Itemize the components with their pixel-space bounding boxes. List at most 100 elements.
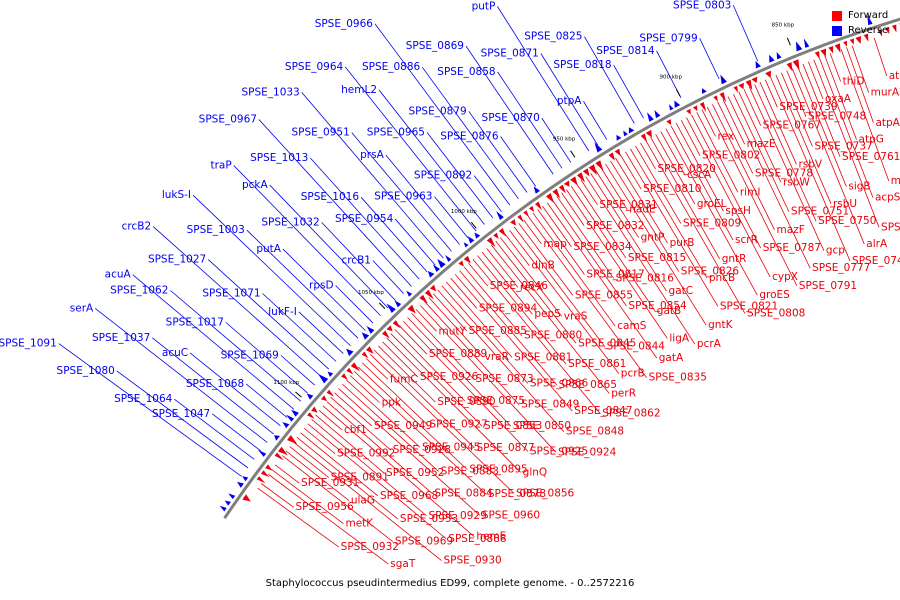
reverse-gene-label: SPSE_1071 (202, 287, 260, 299)
label-connector (318, 410, 343, 431)
reverse-gene-label: SPSE_0965 (367, 126, 425, 138)
forward-gene-label: SPSE_0834 (573, 241, 632, 253)
label-connector (132, 274, 295, 410)
reverse-gene-feature (654, 109, 661, 119)
reverse-gene-label: SPSE_0951 (292, 127, 350, 139)
reverse-gene-feature (668, 104, 674, 111)
forward-swatch (832, 10, 842, 21)
reverse-gene-feature (274, 435, 280, 441)
reverse-gene-label: SPSE_1037 (92, 332, 150, 344)
label-connector (561, 192, 585, 226)
label-connector (738, 91, 782, 183)
forward-gene-label: SPSE_0739 (779, 101, 837, 113)
reverse-gene-label: SPSE_0963 (374, 191, 432, 203)
reverse-gene-label: SPSE_0879 (408, 105, 466, 117)
forward-gene-label: acpS (875, 192, 900, 204)
label-connector (459, 270, 557, 386)
forward-gene-label: fumC (390, 373, 418, 385)
forward-gene-label: SPSE_0809 (683, 218, 741, 230)
forward-gene-label: SPSE_0884 (434, 488, 493, 500)
label-connector (523, 219, 542, 245)
forward-gene-label: gntR (722, 253, 747, 265)
forward-gene-label: mazE (747, 138, 776, 150)
backbone-arc (223, 17, 900, 520)
forward-gene-feature (407, 304, 416, 314)
label-connector (873, 37, 888, 77)
forward-gene-feature (493, 232, 499, 239)
label-connector (372, 260, 404, 294)
forward-gene-feature (614, 148, 621, 157)
forward-gene-label: SPSE_0848 (566, 426, 624, 438)
label-connector (541, 117, 572, 163)
forward-gene-label: SPSE_0816 (616, 272, 675, 284)
reverse-gene-label: SPSE_1068 (186, 378, 244, 390)
tick-label: 1050 kbp (358, 290, 384, 296)
reverse-gene-label: crcB2 (122, 221, 152, 233)
reverse-gene-label: SPSE_0870 (482, 112, 540, 124)
label-connector (846, 47, 874, 123)
forward-gene-label: vraR (485, 351, 509, 363)
label-connector (786, 70, 807, 117)
reverse-gene-label: SPSE_0876 (440, 131, 499, 143)
forward-gene-feature (786, 62, 793, 72)
label-connector (570, 185, 656, 311)
forward-gene-label: SPSE_0862 (602, 408, 660, 420)
reverse-gene-feature (646, 112, 654, 122)
label-connector (542, 205, 572, 248)
label-connector (428, 297, 483, 358)
label-connector (775, 74, 832, 204)
reverse-gene-label: acuA (105, 269, 132, 281)
reverse-gene-feature (616, 134, 622, 141)
reverse-gene-label: SPSE_0858 (437, 66, 495, 78)
reverse-gene-feature (282, 421, 290, 429)
forward-gene-label: sigB (848, 181, 870, 193)
label-connector (518, 223, 574, 296)
forward-gene-feature (792, 59, 800, 71)
label-connector (463, 266, 523, 336)
label-connector (424, 301, 520, 406)
forward-gene-feature (885, 26, 890, 35)
forward-gene-label: SPSE_0810 (643, 183, 701, 195)
forward-gene-label: murA2 (871, 87, 900, 99)
label-connector (807, 61, 824, 100)
label-connector (665, 128, 758, 296)
label-connector (344, 66, 477, 232)
forward-gene-label: ligA (669, 332, 689, 344)
forward-gene-feature (570, 176, 578, 186)
tick-mark (378, 302, 386, 309)
legend-reverse: Reverse (832, 23, 894, 38)
label-connector (315, 414, 385, 474)
forward-gene-feature (320, 395, 328, 402)
forward-gene-label: gatA (659, 352, 684, 364)
forward-gene-label: SPSE_0791 (799, 280, 857, 292)
label-connector (296, 436, 399, 520)
label-connector (192, 194, 351, 347)
label-connector (680, 120, 701, 156)
label-connector (590, 173, 667, 292)
forward-gene-label: SPSE_0832 (586, 220, 644, 232)
forward-gene-label: SPSE_0748 (808, 111, 866, 123)
reverse-gene-label: SPSE_0967 (199, 114, 257, 126)
label-connector (691, 114, 762, 249)
reverse-gene-feature (755, 60, 761, 69)
forward-gene-label: SPSE_0894 (479, 302, 538, 314)
forward-gene-feature (686, 108, 691, 115)
label-connector (335, 285, 374, 324)
reverse-gene-feature (228, 493, 236, 500)
label-connector (386, 337, 521, 473)
label-connector (465, 45, 554, 175)
label-connector (754, 84, 817, 222)
forward-gene-label: SPSE_0929 (429, 510, 487, 522)
label-connector (189, 352, 281, 427)
forward-gene-feature (828, 45, 834, 54)
label-connector (246, 229, 359, 339)
forward-gene-label: SPSE_0885 (469, 325, 527, 337)
reverse-swatch (832, 25, 842, 36)
forward-gene-feature (863, 33, 869, 42)
label-connector (437, 289, 565, 432)
reverse-gene-feature (496, 211, 504, 221)
forward-gene-label: SPSE_0750 (818, 215, 876, 227)
reverse-gene-label: rpsD (309, 279, 334, 291)
forward-gene-label: murF (891, 175, 900, 187)
